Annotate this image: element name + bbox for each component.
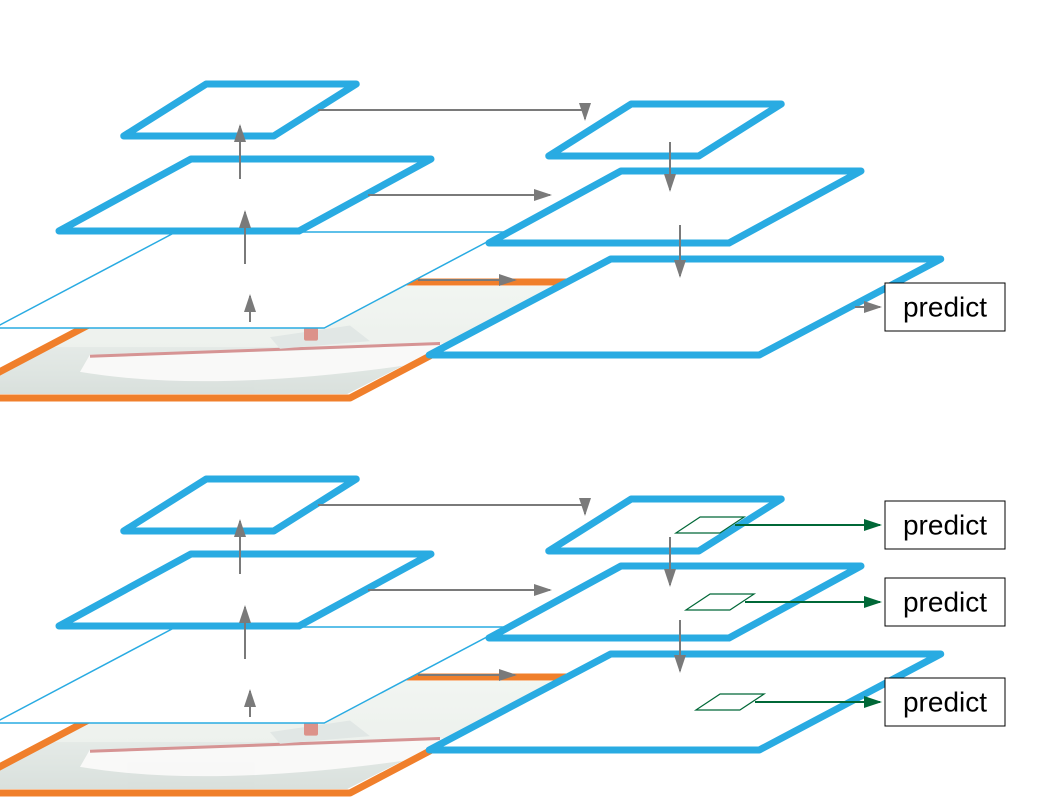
fpn-diagram: predict predict predict predict — [0, 0, 1038, 797]
predict-label: predict — [903, 587, 987, 618]
diagram-bottom: predict predict predict — [0, 479, 1005, 797]
predict-label: predict — [903, 292, 987, 323]
predict-box: predict — [885, 501, 1005, 549]
predict-box: predict — [885, 283, 1005, 331]
predict-label: predict — [903, 510, 987, 541]
feat-r2 — [489, 171, 861, 243]
predict-box: predict — [885, 678, 1005, 726]
predict-label: predict — [903, 687, 987, 718]
diagram-top: predict — [0, 84, 1005, 410]
feat-r1 — [549, 104, 782, 156]
predict-box: predict — [885, 578, 1005, 626]
